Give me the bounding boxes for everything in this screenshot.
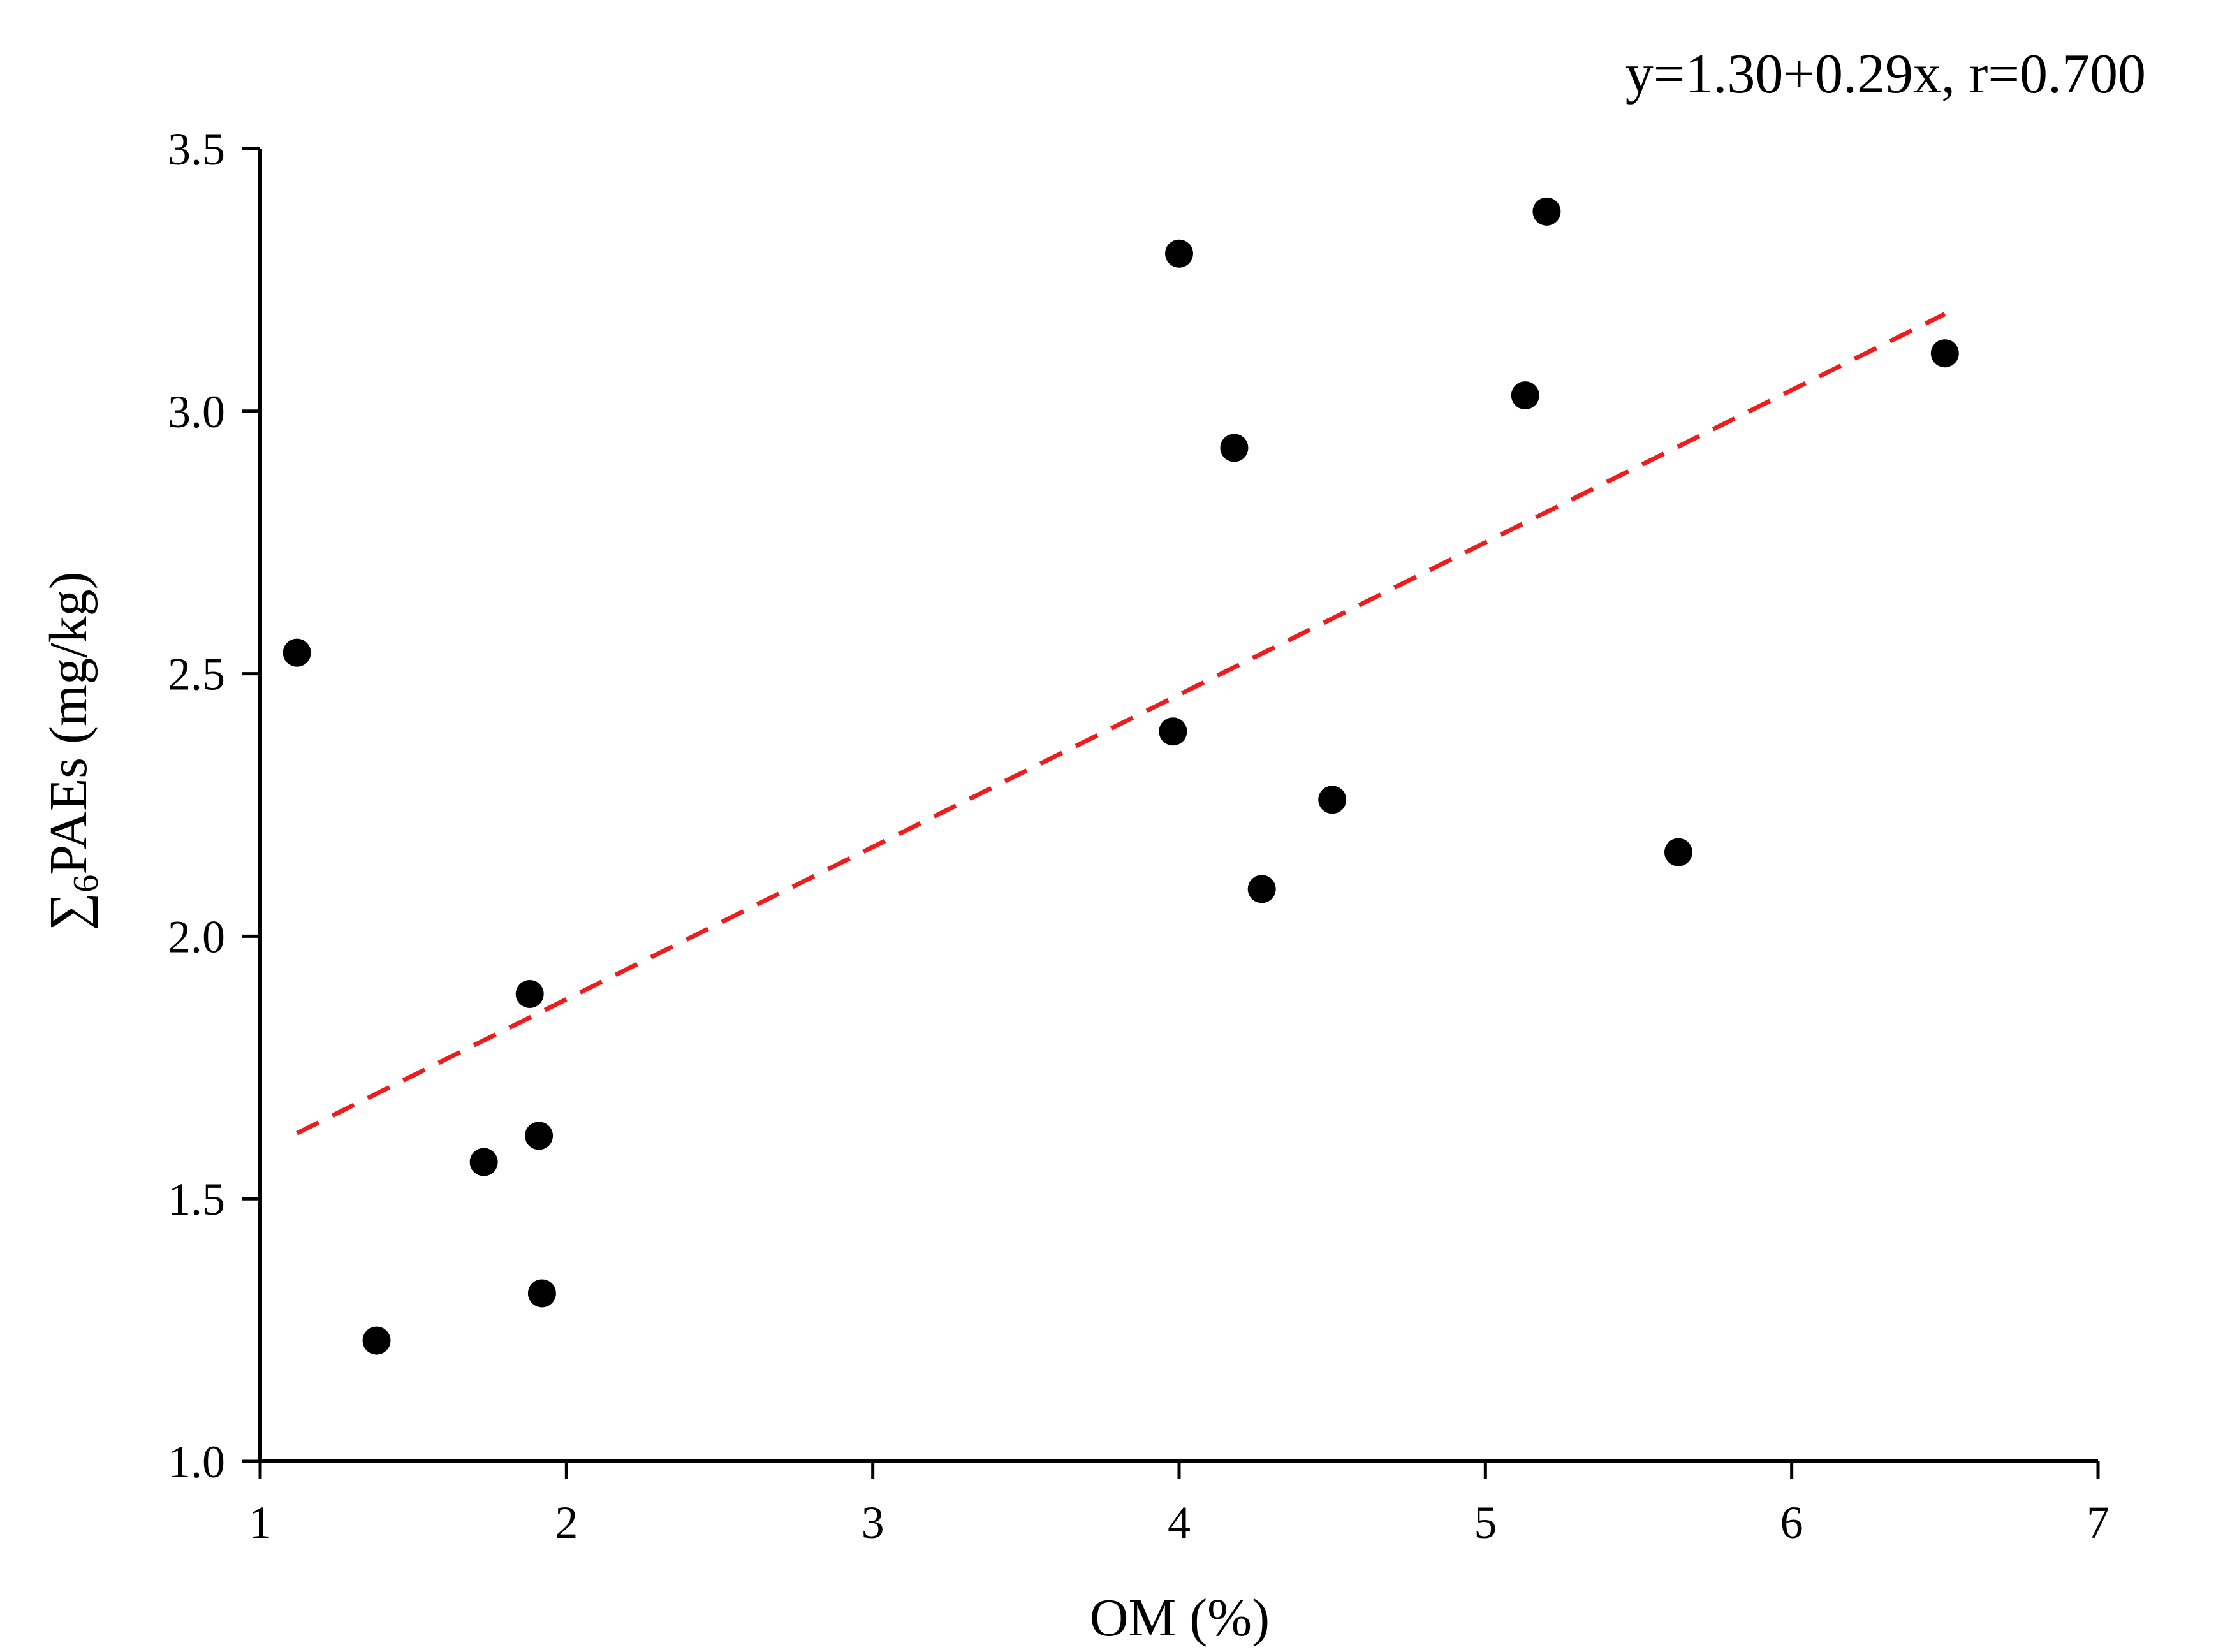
scatter-point <box>1220 434 1249 462</box>
scatter-point <box>527 1279 556 1308</box>
x-tick-label: 5 <box>1474 1497 1497 1548</box>
scatter-point <box>1247 875 1276 903</box>
scatter-point <box>1930 339 1959 368</box>
y-tick-label: 3.5 <box>168 124 225 175</box>
y-tick-label: 2.0 <box>168 911 225 962</box>
scatter-point <box>525 1122 554 1150</box>
equation-label: y=1.30+0.29x, r=0.700 <box>1625 43 2146 105</box>
fit-line-layer <box>296 312 1946 1136</box>
scatter-point <box>515 979 544 1008</box>
scatter-point <box>469 1148 498 1176</box>
scatter-point <box>1159 717 1187 746</box>
y-tick-label: 1.0 <box>168 1436 225 1488</box>
points-layer <box>283 197 1959 1355</box>
scatter-point <box>362 1326 391 1355</box>
x-tick-label: 6 <box>1780 1497 1803 1548</box>
scatter-point <box>1318 786 1347 814</box>
regression-line <box>296 312 1946 1136</box>
y-axis-label-main: PAEs (mg/kg) <box>39 571 98 874</box>
x-tick-label: 1 <box>249 1497 272 1548</box>
y-tick-label: 3.0 <box>168 386 225 437</box>
scatter-point <box>1664 838 1692 866</box>
y-tick-label: 1.5 <box>168 1174 225 1225</box>
x-tick-label: 4 <box>1168 1497 1191 1548</box>
scatter-point <box>283 638 311 667</box>
x-axis-label: OM (%) <box>1090 1588 1270 1648</box>
x-tick-label: 2 <box>555 1497 578 1548</box>
scatter-point <box>1511 381 1539 410</box>
x-tick-label: 7 <box>2087 1497 2110 1548</box>
axes-layer: 1 2 3 4 5 6 7 1.0 1.5 2.0 2.5 3.0 3.5 <box>168 124 2110 1548</box>
scatter-point <box>1532 197 1561 226</box>
scatter-point <box>1165 239 1193 268</box>
y-axis-label-subscript: 6 <box>66 875 106 893</box>
x-tick-label: 3 <box>862 1497 884 1548</box>
y-axis-label: ∑6PAEs (mg/kg) <box>39 571 106 930</box>
y-axis-label-sum-symbol: ∑ <box>39 893 98 931</box>
y-tick-label: 2.5 <box>168 649 225 700</box>
